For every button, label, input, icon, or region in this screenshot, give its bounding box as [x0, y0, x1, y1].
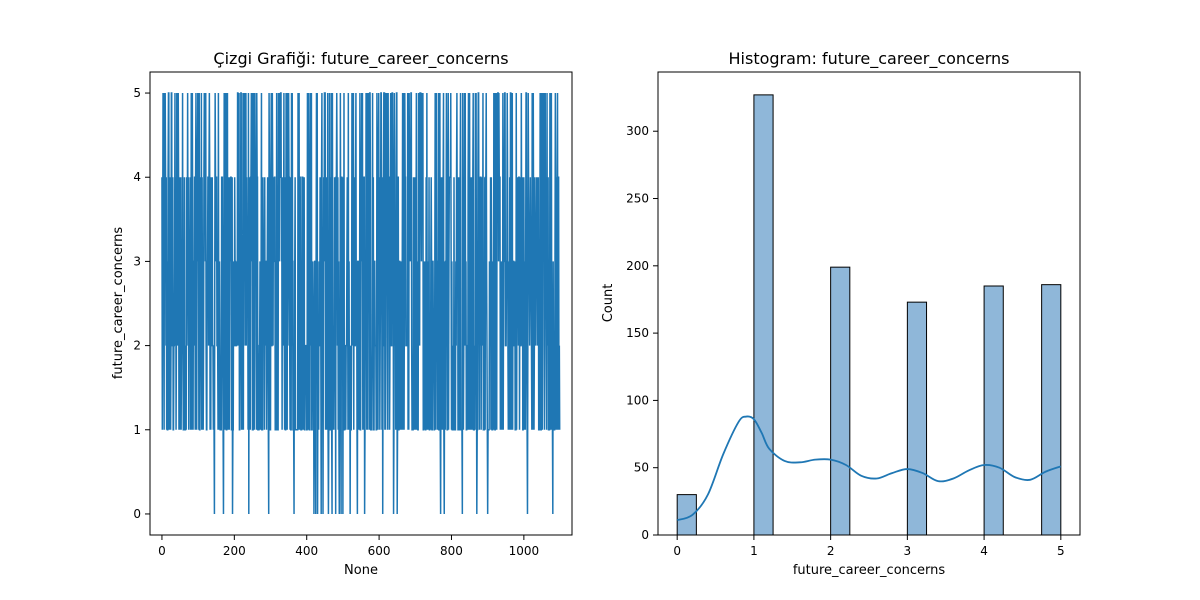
y-tick-label: 1 — [133, 423, 141, 437]
line-chart-xlabel: None — [344, 563, 378, 578]
x-tick-label: 5 — [1057, 544, 1065, 558]
y-tick-label: 200 — [626, 259, 649, 273]
histogram-bar — [983, 285, 1004, 536]
histogram-ylabel: Count — [601, 284, 616, 323]
x-tick-label: 2 — [827, 544, 835, 558]
x-tick-label: 400 — [295, 544, 318, 558]
histogram-bar — [1041, 284, 1062, 536]
line-chart: Çizgi Grafiği: future_career_concerns 0 2… — [111, 49, 573, 578]
y-tick-label: 150 — [626, 326, 649, 340]
y-tick-label: 2 — [133, 339, 141, 353]
line-chart-plot: 0 200 400 600 800 1000 0 1 2 3 4 5 — [133, 71, 573, 558]
line-series — [161, 92, 561, 514]
x-tick-label: 800 — [440, 544, 463, 558]
histogram-title: Histogram: future_career_concerns — [729, 49, 1010, 69]
y-tick-label: 3 — [133, 254, 141, 268]
x-tick-label: 0 — [158, 544, 166, 558]
line-chart-title: Çizgi Grafiği: future_career_concerns — [213, 49, 508, 69]
x-tick-label: 600 — [368, 544, 391, 558]
kde-curve — [676, 415, 1062, 522]
x-tick-label: 200 — [223, 544, 246, 558]
histogram-chart: Histogram: future_career_concerns 0 1 2 3 4 5… — [601, 49, 1081, 578]
y-tick-label: 300 — [626, 124, 649, 138]
y-tick-label: 4 — [133, 170, 141, 184]
y-tick-label: 100 — [626, 393, 649, 407]
x-tick-label: 4 — [980, 544, 988, 558]
y-tick-label: 5 — [133, 86, 141, 100]
x-tick-label: 3 — [904, 544, 912, 558]
x-tick-label: 1000 — [509, 544, 540, 558]
histogram-frame — [657, 71, 1081, 536]
y-tick-label: 50 — [634, 461, 649, 475]
histogram-bar — [753, 94, 774, 536]
y-tick-label: 0 — [133, 507, 141, 521]
y-tick-label: 0 — [641, 528, 649, 542]
histogram-bar — [906, 301, 928, 536]
x-tick-label: 1 — [750, 544, 758, 558]
line-chart-ylabel: future_career_concerns — [111, 227, 126, 380]
y-tick-label: 250 — [626, 192, 649, 206]
histogram-bar — [830, 266, 851, 536]
line-chart-frame — [149, 71, 573, 536]
histogram-xlabel: future_career_concerns — [793, 563, 946, 578]
x-tick-label: 0 — [673, 544, 681, 558]
